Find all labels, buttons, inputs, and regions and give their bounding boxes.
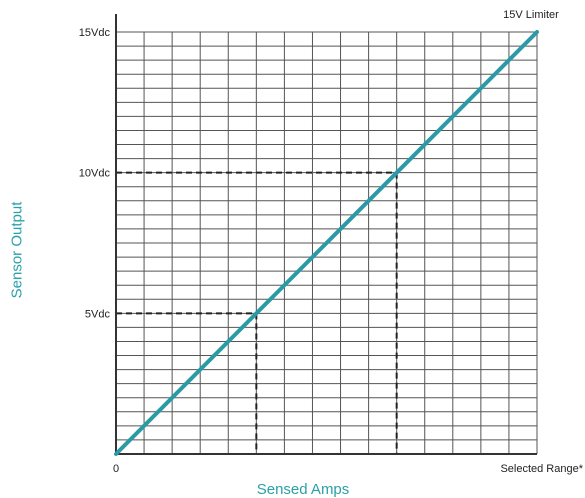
y-tick-label: 15Vdc xyxy=(79,27,111,39)
y-tick-label: 5Vdc xyxy=(85,308,111,320)
x-tick-label-start: 0 xyxy=(113,463,119,475)
y-axis-label-wrap: Sensor Output xyxy=(2,180,32,320)
y-axis-label: Sensor Output xyxy=(8,201,26,299)
x-axis-label: Sensed Amps xyxy=(256,481,350,498)
series-line xyxy=(114,30,539,456)
limiter-annotation: 15V Limiter xyxy=(503,9,559,21)
y-tick-label: 10Vdc xyxy=(79,168,111,180)
x-tick-label-end: Selected Range* xyxy=(500,463,583,475)
grid xyxy=(115,31,538,455)
y-tick-labels: 5Vdc 10Vdc 15Vdc xyxy=(79,27,111,320)
reference-lines xyxy=(116,171,398,454)
